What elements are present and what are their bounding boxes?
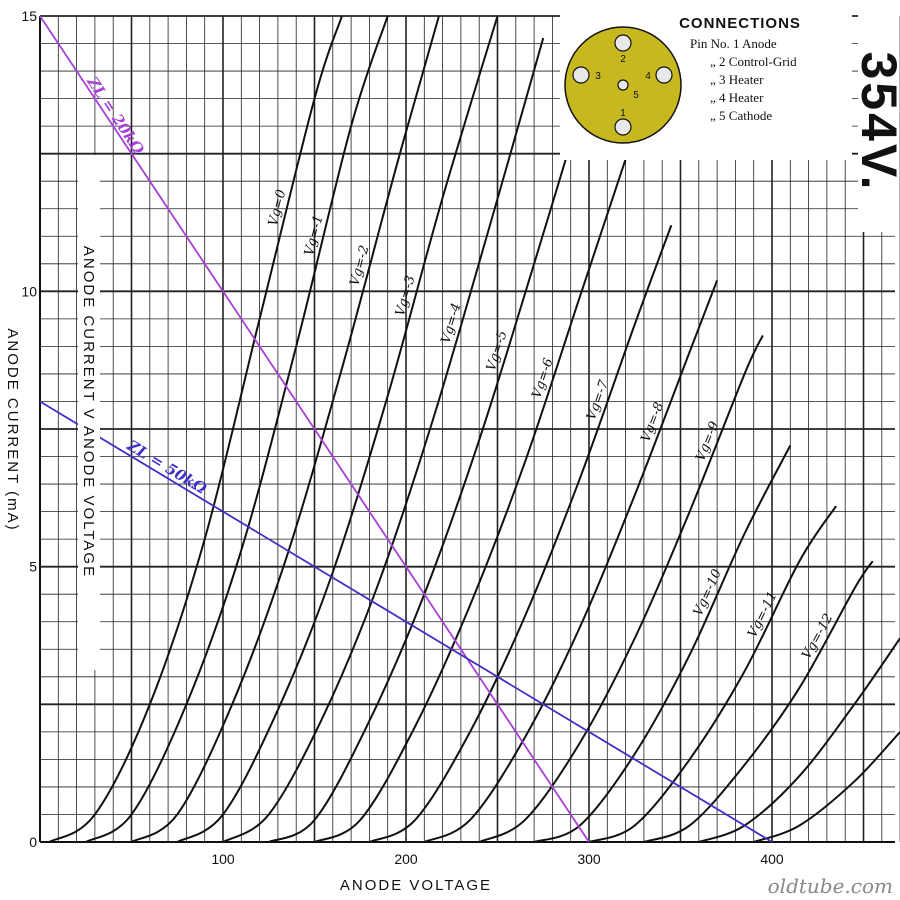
load-line (39, 400, 773, 843)
pin-1 (614, 118, 632, 136)
watermark: oldtube.com (768, 874, 893, 898)
plate-curve (222, 37, 545, 843)
x-axis-label: ANODE VOLTAGE (340, 877, 492, 894)
plate-curve (643, 560, 874, 843)
y-tick-label: 5 (29, 559, 37, 575)
plate-curve (533, 445, 792, 843)
tube-name: 354V. (851, 51, 900, 192)
plate-curve (85, 15, 389, 843)
connection-item-3: „ 3 Heater (710, 72, 764, 87)
pin-label-2: 2 (620, 54, 626, 65)
y-axis-label: ANODE CURRENT (mA) (4, 328, 21, 531)
pin-label-4: 4 (645, 71, 651, 82)
pin-label-3: 3 (595, 71, 601, 82)
pin-label-5: 5 (633, 90, 639, 101)
connection-item-2: „ 2 Control-Grid (710, 54, 797, 69)
pin-5 (617, 79, 629, 91)
x-tick-label: 100 (211, 851, 235, 867)
y-tick-label: 0 (29, 834, 37, 850)
pin-4 (655, 66, 673, 84)
connections-panel: 1 2 3 45 CONNECTIONS Pin No. 1 Anode „ 2 Co… (560, 10, 852, 160)
base-pins: 1 2 3 45 (572, 34, 673, 136)
plate-curve (176, 15, 499, 843)
plate-curve (698, 637, 900, 843)
pin-2 (614, 34, 632, 52)
connections-title: CONNECTIONS (679, 15, 801, 32)
x-tick-label: 200 (394, 851, 418, 867)
plate-curve (478, 334, 764, 843)
tube-name-box (858, 10, 898, 232)
plate-curve (48, 15, 343, 843)
title-band (78, 155, 100, 670)
connection-item-1: Pin No. 1 Anode (690, 36, 777, 51)
y-tick-label: 10 (21, 283, 37, 299)
plate-curve (368, 224, 673, 843)
chart-title: ANODE CURRENT V ANODE VOLTAGE (80, 246, 97, 578)
plate-curve (268, 81, 590, 843)
plate-curve (753, 731, 900, 843)
pin-3 (572, 66, 590, 84)
plate-curve (588, 505, 837, 843)
y-tick-label: 15 (21, 8, 37, 24)
pin-label-1: 1 (620, 108, 626, 119)
plate-curve (130, 15, 440, 843)
plate-curves (48, 15, 900, 843)
connection-item-4: „ 4 Heater (710, 90, 764, 105)
connection-item-5: „ 5 Cathode (710, 108, 772, 123)
x-tick-label: 300 (577, 851, 601, 867)
plate-curve (314, 158, 627, 843)
plate-curve (423, 279, 719, 843)
grid (39, 15, 900, 843)
x-tick-label: 400 (760, 851, 784, 867)
load-line (39, 15, 590, 843)
